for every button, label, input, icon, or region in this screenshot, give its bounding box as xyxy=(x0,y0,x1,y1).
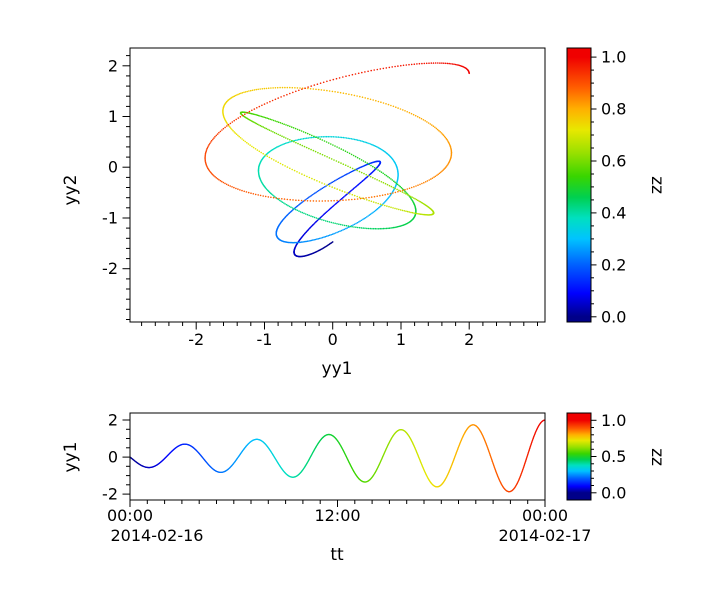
timeseries-y-axis-title: yy1 xyxy=(61,442,81,473)
time-tick-date-end: 2014-02-17 xyxy=(499,526,592,545)
tick-label: 2 xyxy=(108,411,118,430)
tick-label: 1 xyxy=(108,107,118,126)
phase-y-axis-title: yy2 xyxy=(61,175,81,206)
timeseries-plot-box xyxy=(129,412,546,501)
tick-label: 0.5 xyxy=(601,447,626,466)
time-tick-label-mid: 12:00 xyxy=(314,506,360,525)
tick-label: 2 xyxy=(108,56,118,75)
tick-label: 1.0 xyxy=(601,411,626,430)
phase-plot-box xyxy=(129,47,546,323)
timeseries-line xyxy=(130,419,545,493)
phase-colorbar xyxy=(566,47,592,323)
tick-label: 0 xyxy=(108,158,118,177)
tick-label: -2 xyxy=(102,485,118,504)
tick-label: 0 xyxy=(328,330,338,349)
timeseries-colorbar xyxy=(566,412,592,501)
tick-label: 1.0 xyxy=(601,48,626,67)
axis-tick-labels: -2 -1 0 1 2 2 1 0 -1 -2 1.0 0.8 0.6 0.4 0.2 0.0 2 0 -2 1.0 0… xyxy=(102,48,626,504)
tick-label: -2 xyxy=(102,259,118,278)
tick-label: 0.8 xyxy=(601,100,626,119)
axis-ticks xyxy=(122,55,597,507)
timeseries-x-axis-title: tt xyxy=(330,545,344,565)
tick-label: 0.0 xyxy=(601,483,626,502)
tick-label: 0.0 xyxy=(601,307,626,326)
phase-scatter-points xyxy=(204,62,471,258)
tick-label: -1 xyxy=(102,209,118,228)
tick-label: 1 xyxy=(396,330,406,349)
time-tick-label-start: 00:00 xyxy=(107,506,153,525)
tick-label: 0.6 xyxy=(601,152,626,171)
tick-label: -1 xyxy=(256,330,272,349)
tick-label: 0 xyxy=(108,448,118,467)
tick-label: 0.4 xyxy=(601,203,626,222)
tick-label: -2 xyxy=(188,330,204,349)
timeseries-colorbar-title: zz xyxy=(647,448,667,466)
tick-label: 2 xyxy=(464,330,474,349)
phase-x-axis-title: yy1 xyxy=(322,359,353,379)
phase-colorbar-title: zz xyxy=(647,176,667,194)
time-tick-date-start: 2014-02-16 xyxy=(111,526,204,545)
tick-label: 0.2 xyxy=(601,255,626,274)
time-tick-label-end: 00:00 xyxy=(522,506,568,525)
